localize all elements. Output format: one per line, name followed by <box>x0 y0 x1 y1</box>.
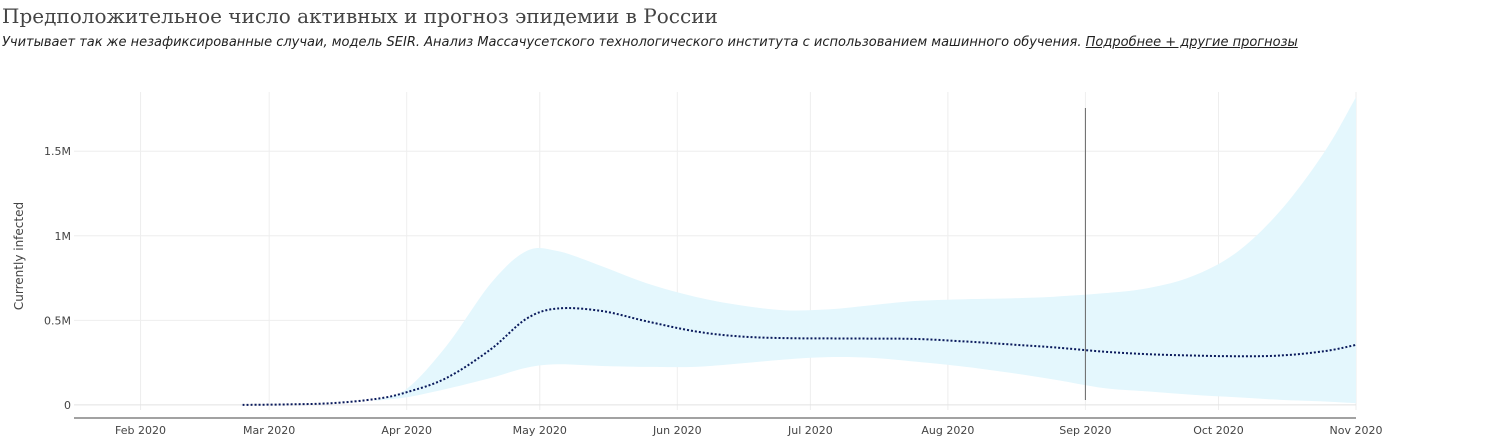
subtitle-text: Учитывает так же незафиксированные случа… <box>2 35 1082 50</box>
x-tick-label: Apr 2020 <box>381 424 432 437</box>
more-forecasts-link[interactable]: Подробнее + другие прогнозы <box>1085 35 1298 50</box>
x-tick-label: Feb 2020 <box>115 424 166 437</box>
x-tick-label: Mar 2020 <box>243 424 295 437</box>
y-axis: 0 0.5M 1M 1.5M <box>44 145 71 412</box>
x-tick-label: Jun 2020 <box>652 424 702 437</box>
x-tick-label: Oct 2020 <box>1193 424 1244 437</box>
x-tick-label: Sep 2020 <box>1059 424 1111 437</box>
y-tick-label: 0 <box>64 399 71 412</box>
chart-title: Предположительное число активных и прогн… <box>2 4 718 28</box>
x-tick-label: Nov 2020 <box>1330 424 1383 437</box>
confidence-band <box>375 97 1357 404</box>
x-tick-label: Jul 2020 <box>787 424 833 437</box>
median-line <box>242 307 1357 406</box>
y-tick-label: 1.5M <box>44 145 71 158</box>
y-axis-label: Currently infected <box>12 202 26 310</box>
x-axis: Feb 2020 Mar 2020 Apr 2020 May 2020 Jun 2020… <box>115 424 1382 437</box>
y-tick-label: 0.5M <box>44 314 71 327</box>
x-tick-label: Aug 2020 <box>921 424 974 437</box>
x-tick-label: May 2020 <box>513 424 567 437</box>
y-tick-label: 1M <box>55 230 72 243</box>
chart-subtitle: Учитывает так же незафиксированные случа… <box>2 35 1298 50</box>
